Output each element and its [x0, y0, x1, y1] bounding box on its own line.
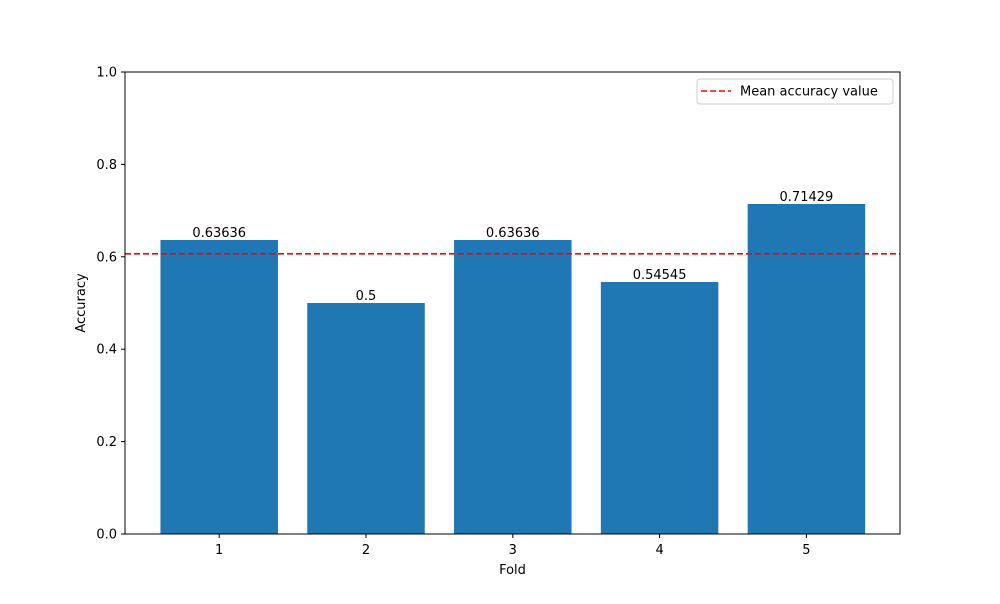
bar-fold-5	[747, 203, 866, 534]
y-axis: 0.0 0.2 0.4 0.6 0.8 1.0	[96, 66, 125, 543]
data-labels-layer: 0.63636 0.5 0.63636 0.54545 0.71429	[192, 190, 833, 304]
bar-fold-4	[600, 282, 719, 534]
x-axis: 1 2 3 4 5	[215, 534, 811, 558]
bar-fold-2	[307, 303, 425, 534]
y-tick-label: 0.6	[96, 250, 117, 265]
x-tick-label: 4	[655, 543, 663, 558]
legend: Mean accuracy value	[696, 78, 894, 105]
y-tick-label: 0.8	[96, 158, 117, 173]
data-label-fold-5: 0.71429	[780, 190, 834, 205]
legend-box	[696, 78, 894, 105]
y-axis-label: Accuracy	[74, 273, 89, 333]
data-label-fold-1: 0.63636	[192, 226, 246, 241]
bar-fold-3	[454, 240, 572, 534]
y-tick-label: 1.0	[96, 66, 117, 81]
x-tick-label: 1	[215, 543, 223, 558]
bar-fold-1	[160, 240, 278, 534]
legend-label-mean-accuracy: Mean accuracy value	[740, 85, 878, 100]
data-label-fold-4: 0.54545	[633, 268, 687, 283]
y-tick-label: 0.0	[96, 528, 117, 543]
x-tick-label: 2	[362, 543, 370, 558]
data-label-fold-3: 0.63636	[486, 226, 540, 241]
x-tick-label: 5	[802, 543, 810, 558]
x-tick-label: 3	[509, 543, 517, 558]
x-axis-label: Fold	[499, 563, 526, 578]
y-tick-label: 0.4	[96, 343, 117, 358]
bars-layer	[160, 203, 866, 534]
data-label-fold-2: 0.5	[356, 289, 377, 304]
y-tick-label: 0.2	[96, 435, 117, 450]
